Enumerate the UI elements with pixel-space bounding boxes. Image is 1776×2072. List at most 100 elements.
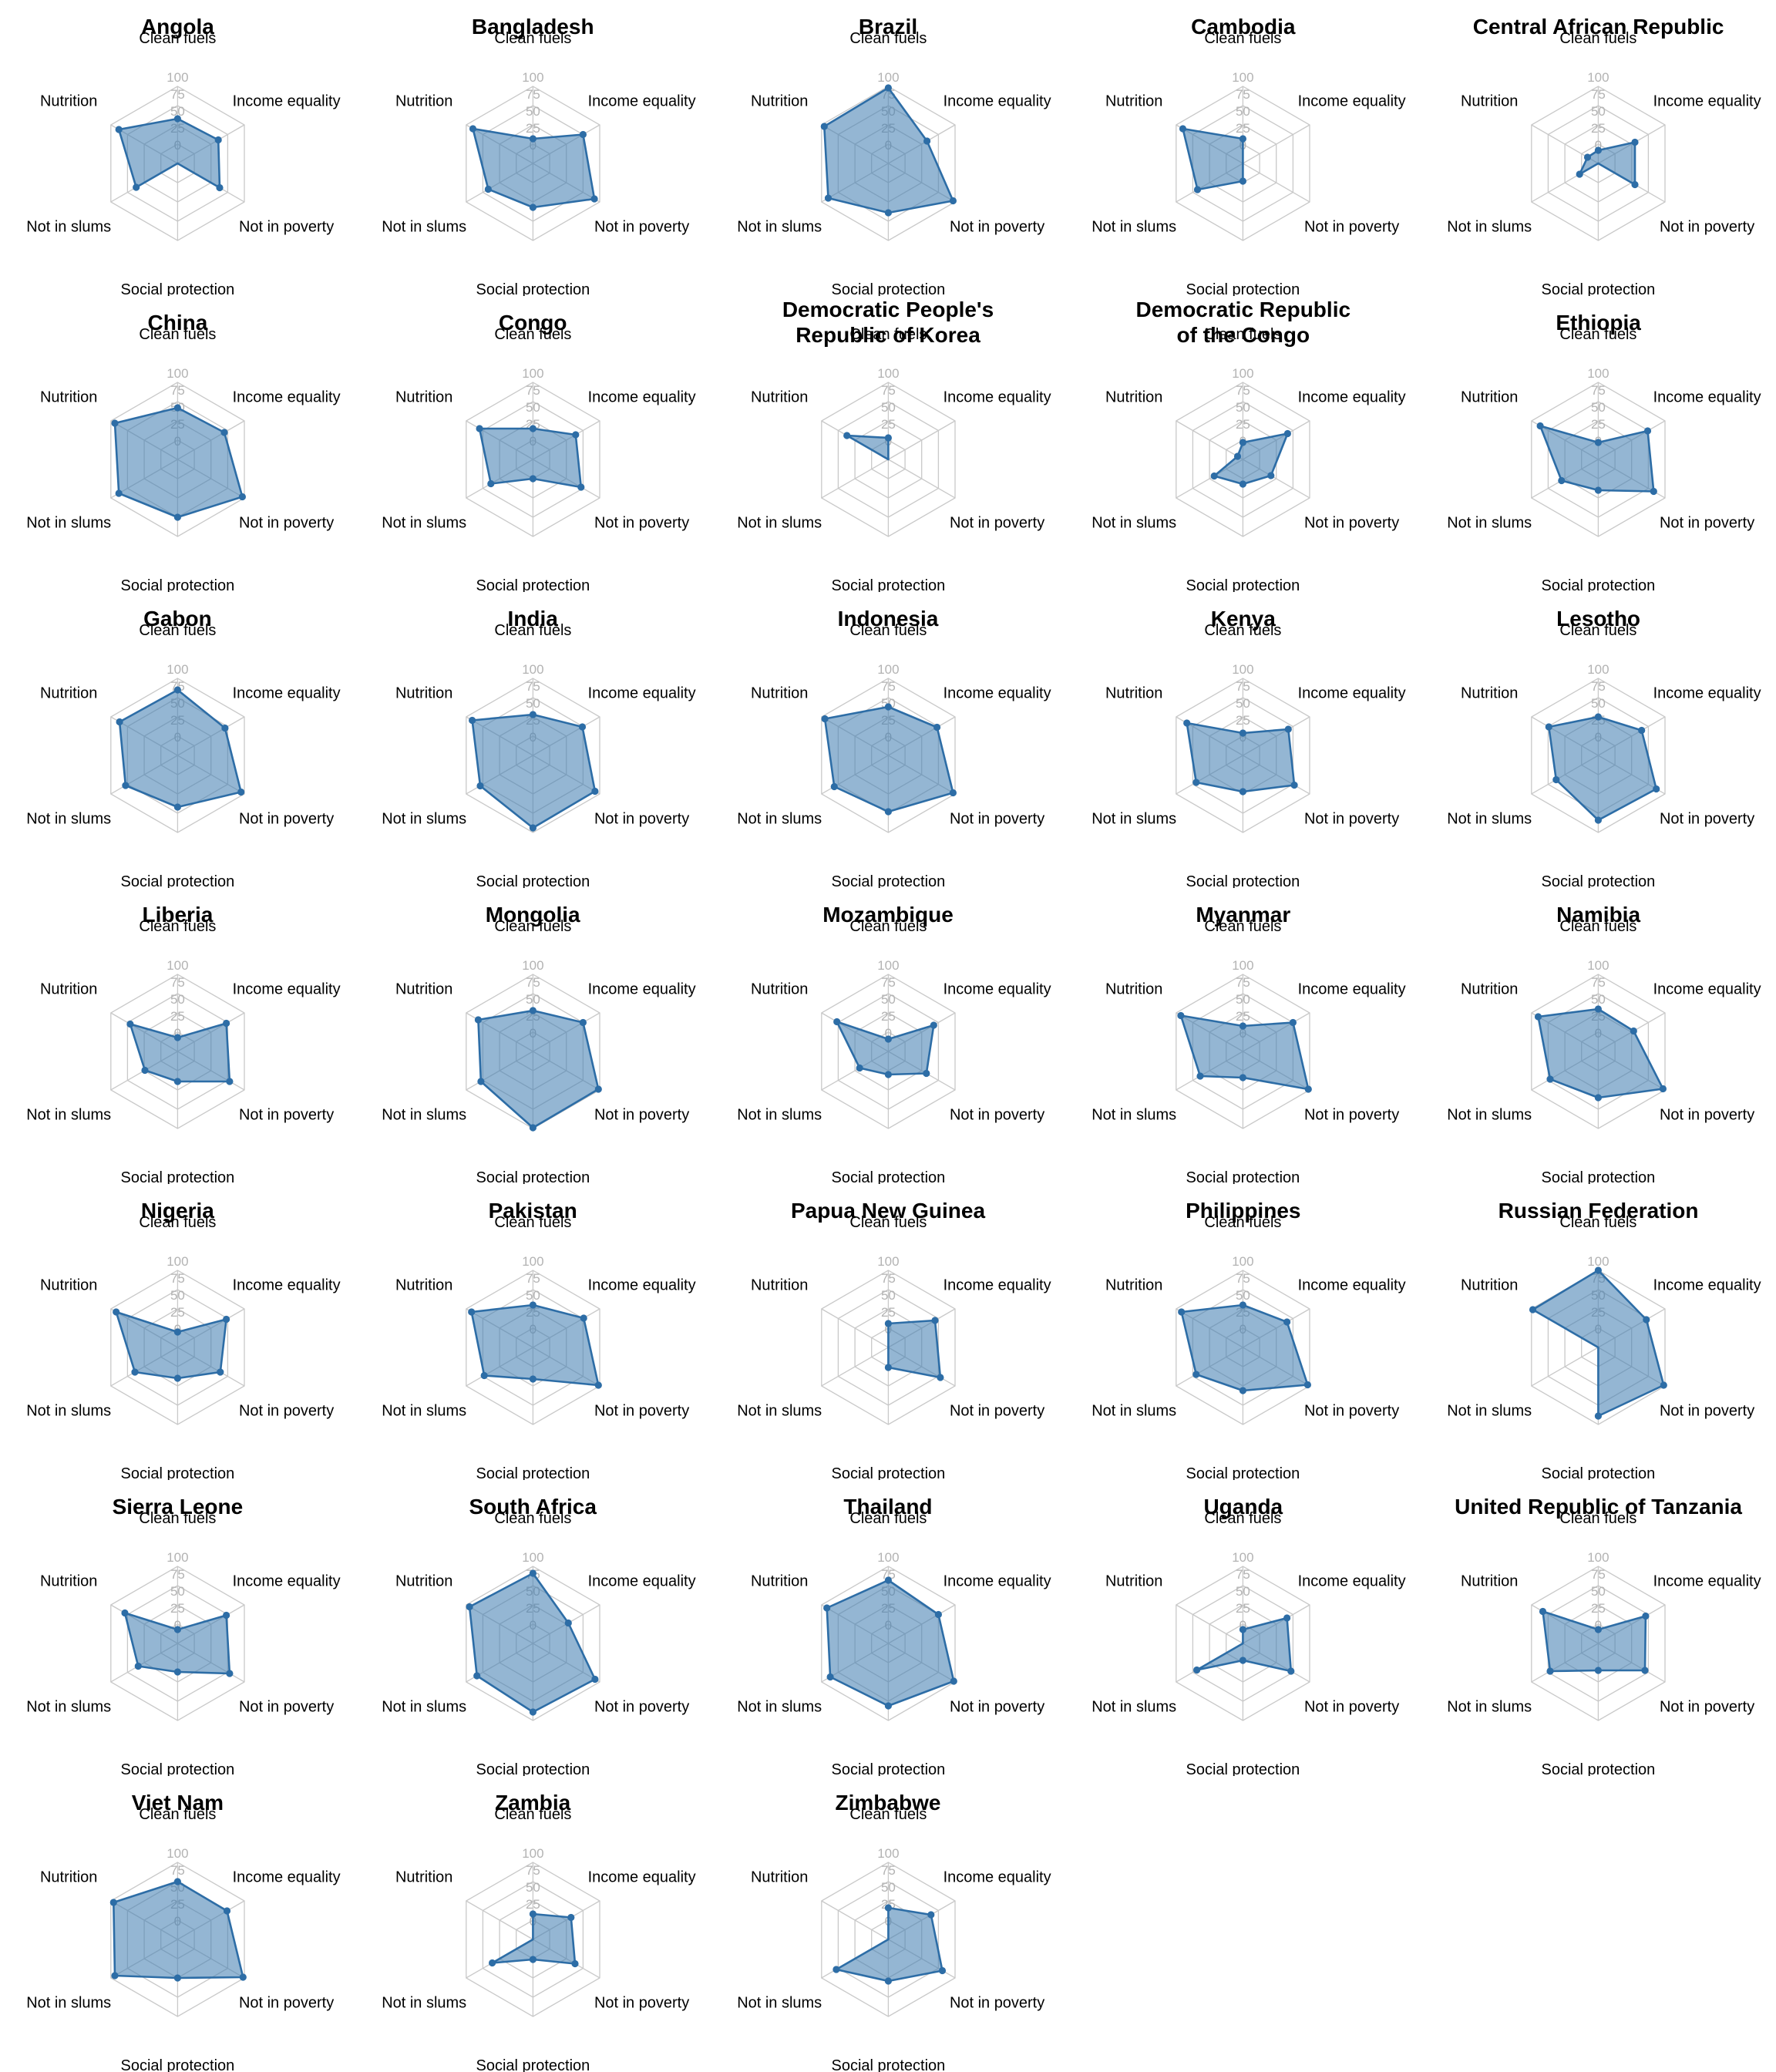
axis-label: Clean fuels [1560, 918, 1637, 935]
data-point [1630, 1027, 1638, 1035]
empty-cell [1421, 1776, 1776, 2072]
axis-label: Social protection [831, 2057, 945, 2072]
tick-label: 75 [170, 1271, 185, 1286]
axis-label: Not in poverty [1304, 1106, 1399, 1123]
radar-chart-cell: Central African Republic 0 25 50 75 100 Clean … [1421, 0, 1776, 297]
axis-label: Income equality [587, 1573, 695, 1590]
axis-label: Not in slums [26, 1106, 111, 1123]
axis-label: Social protection [476, 873, 590, 888]
data-point [884, 209, 892, 217]
data-point [1594, 1094, 1603, 1102]
tick-label: 50 [170, 992, 185, 1007]
axis-label: Social protection [1542, 1465, 1656, 1480]
tick-label: 25 [170, 1009, 185, 1024]
tick-label: 75 [1591, 87, 1606, 102]
tick-label: 0 [174, 1026, 181, 1041]
data-point [884, 703, 892, 711]
radar-chart-cell: South Africa0255075100Clean fuelsIncome … [355, 1480, 711, 1777]
data-point [1240, 1657, 1247, 1664]
axis-label: Clean fuels [139, 30, 216, 47]
data-point [820, 123, 828, 130]
axis-label: Not in slums [26, 218, 111, 235]
tick-label: 100 [166, 1254, 188, 1269]
tick-label: 50 [1236, 104, 1250, 119]
tick-label: 100 [1233, 1550, 1254, 1565]
axis-label: Social protection [831, 577, 945, 592]
data-point [1196, 1072, 1204, 1080]
data-point [173, 513, 181, 521]
axis-label: Not in slums [26, 514, 111, 531]
axis-label: Not in slums [1092, 514, 1177, 531]
axis-label: Not in slums [1092, 1698, 1177, 1715]
data-point [214, 136, 222, 144]
tick-label: 0 [884, 1026, 891, 1041]
axis-label: Nutrition [395, 1869, 452, 1886]
data-polygon [118, 688, 242, 809]
axis-label: Clean fuels [849, 30, 927, 47]
axis-label: Income equality [233, 93, 341, 110]
data-point [884, 1071, 892, 1078]
tick-label: 100 [522, 662, 543, 677]
axis-label: Nutrition [395, 685, 452, 702]
tick-label: 75 [526, 1863, 540, 1878]
data-point [884, 1576, 892, 1584]
tick-label: 100 [522, 366, 543, 381]
axis-label: Nutrition [1105, 981, 1162, 998]
data-point [173, 1078, 181, 1085]
axis-label: Income equality [1298, 1573, 1406, 1590]
tick-label: 50 [881, 400, 896, 415]
data-point [1193, 1666, 1201, 1674]
axis-label: Clean fuels [139, 918, 216, 935]
data-polygon [823, 705, 954, 813]
tick-label: 75 [1236, 1567, 1250, 1582]
axis-label: Social protection [121, 281, 235, 296]
tick-label: 100 [166, 366, 188, 381]
data-point [173, 404, 181, 412]
axis-label: Income equality [233, 1277, 341, 1294]
axis-label: Nutrition [40, 389, 97, 406]
axis-label: Clean fuels [1560, 1214, 1637, 1231]
tick-label: 50 [1236, 400, 1250, 415]
data-point [1177, 1011, 1185, 1020]
axis-label: Income equality [587, 685, 695, 702]
tick-label: 50 [170, 104, 185, 119]
axis-label: Clean fuels [849, 1806, 927, 1823]
grid-spoke [1176, 1604, 1244, 1644]
axis-label: Not in poverty [239, 1994, 334, 2011]
axis-label: Social protection [121, 2057, 235, 2072]
data-point [529, 204, 536, 211]
data-point [579, 1018, 587, 1027]
data-polygon [1537, 1007, 1664, 1099]
axis-label: Nutrition [751, 685, 808, 702]
data-point [577, 483, 585, 491]
axis-label: Nutrition [1461, 685, 1518, 702]
axis-label: Nutrition [1461, 389, 1518, 406]
tick-label: 100 [522, 1846, 543, 1861]
tick-label: 75 [1236, 383, 1250, 398]
data-point [1536, 422, 1544, 430]
axis-label: Not in poverty [1660, 1106, 1754, 1123]
axis-label: Social protection [1186, 873, 1300, 888]
axis-label: Social protection [476, 577, 590, 592]
data-point [1290, 1018, 1297, 1027]
data-point [1287, 1667, 1295, 1675]
radar-chart-cell: Uganda 0 25 50 75 100 Clean fuels Income equali… [1065, 1480, 1421, 1777]
data-point [141, 1066, 149, 1075]
data-point [1643, 1316, 1650, 1324]
radar-chart-cell: Papua New Guinea0255075100Clean fuelsInc… [711, 1184, 1066, 1481]
axis-label: Nutrition [751, 1869, 808, 1886]
axis-label: Nutrition [751, 93, 808, 110]
tick-label: 25 [526, 121, 540, 136]
data-point [1642, 1612, 1650, 1620]
